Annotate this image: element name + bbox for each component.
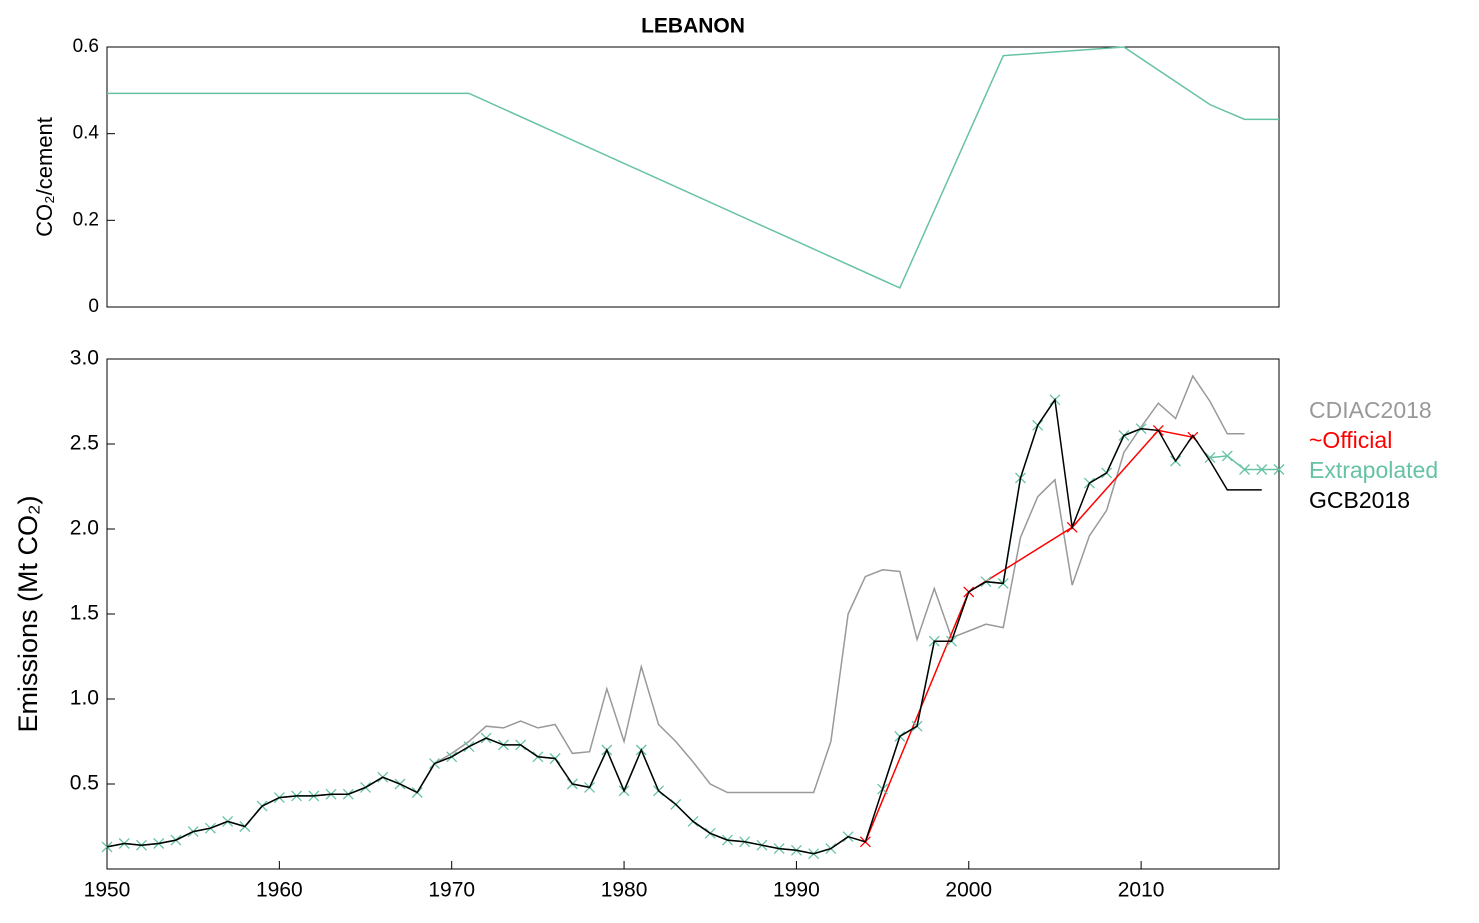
y-tick-label: 0	[88, 296, 99, 317]
legend-label: ~Official	[1309, 427, 1392, 453]
y-tick-label: 0.5	[70, 772, 99, 795]
chart-title: LEBANON	[641, 15, 745, 38]
marker	[1204, 452, 1216, 464]
x-tick-label: 1960	[256, 879, 303, 902]
x-tick-label: 1970	[428, 879, 475, 902]
series-line	[106, 737, 849, 855]
x-tick-label: 1980	[601, 879, 648, 902]
legend-label: GCB2018	[1309, 487, 1410, 513]
y-axis-label: CO₂/cement	[32, 117, 57, 237]
marker	[1239, 464, 1250, 475]
plot-frame	[106, 46, 1280, 308]
series-line	[106, 374, 1245, 848]
y-tick-label: 2.0	[70, 517, 99, 540]
x-tick-label: 2010	[1118, 879, 1165, 902]
marker	[1273, 464, 1285, 475]
y-tick-label: 0.6	[73, 36, 99, 57]
series-line	[1209, 455, 1279, 471]
x-tick-label: 2000	[945, 879, 992, 902]
y-tick-label: 2.5	[70, 432, 99, 455]
y-tick-label: 3.0	[70, 347, 99, 370]
series-line	[864, 429, 1193, 843]
y-axis-label: Emissions (Mt CO₂)	[13, 496, 43, 733]
y-tick-label: 0.2	[73, 209, 99, 230]
y-tick-label: 1.5	[70, 602, 99, 625]
series-line	[985, 399, 1056, 585]
legend-label: Extrapolated	[1309, 457, 1438, 483]
plot-frame	[106, 358, 1280, 870]
marker	[1256, 464, 1268, 475]
series-line	[106, 397, 1262, 855]
x-tick-label: 1990	[773, 879, 820, 902]
marker	[1221, 450, 1233, 462]
legend-label: CDIAC2018	[1309, 397, 1432, 423]
x-tick-label: 1950	[84, 879, 131, 902]
y-tick-label: 1.0	[70, 687, 99, 710]
series-line	[107, 46, 1279, 289]
y-tick-label: 0.4	[73, 123, 100, 144]
